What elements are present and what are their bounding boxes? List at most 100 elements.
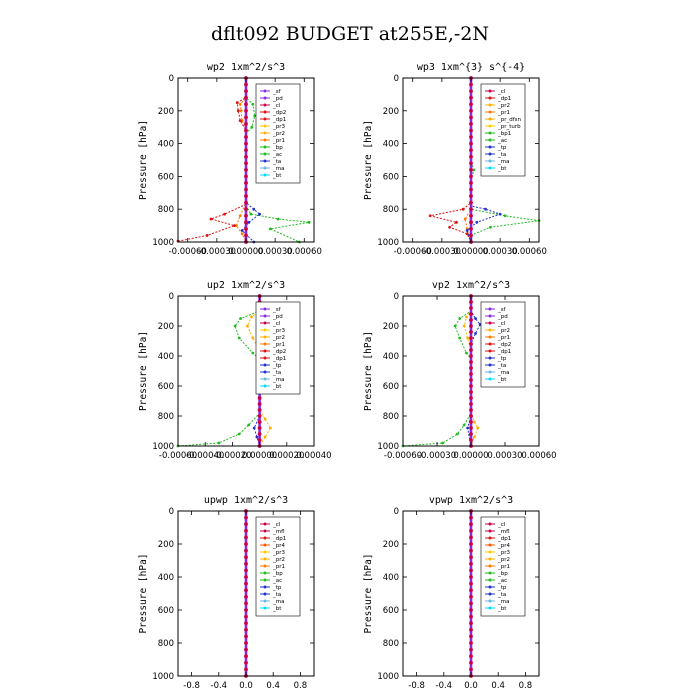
x-tick-label: 0.00020 [269, 451, 304, 461]
data-point [469, 342, 473, 346]
legend-label: _cl [272, 321, 281, 327]
data-point [244, 233, 248, 238]
data-point [469, 384, 473, 388]
data-point [239, 317, 242, 320]
series-line [430, 78, 472, 243]
data-point [234, 224, 238, 228]
legend-label: _pr4 [272, 543, 286, 549]
data-point [258, 212, 261, 216]
x-tick-label: -0.8 [183, 681, 200, 691]
data-point [232, 224, 236, 228]
legend-marker [488, 377, 492, 381]
data-point [469, 318, 473, 322]
legend-label: _pr_turb [497, 124, 521, 130]
legend-label: _pr1 [497, 335, 510, 341]
data-point [263, 435, 267, 439]
x-tick-label: -0.4 [211, 681, 228, 691]
legend-label: _pr3 [497, 550, 511, 556]
data-point [469, 575, 473, 579]
data-point [257, 420, 262, 424]
data-point [238, 119, 242, 123]
series-group [469, 509, 473, 678]
legend-marker [263, 124, 267, 128]
legend-label: _tp [272, 585, 282, 591]
x-tick-label: 0.00060 [512, 247, 547, 257]
legend-marker [263, 117, 267, 121]
legend-label: _dp1 [497, 349, 511, 355]
legend-label: _mfl [497, 529, 510, 535]
y-tick-label: 400 [158, 573, 174, 583]
data-point [469, 324, 473, 328]
legend-marker [488, 592, 492, 596]
legend-label: _cl [272, 103, 281, 109]
data-point [469, 360, 473, 364]
legend-label: _cl [497, 522, 506, 528]
legend-marker [263, 571, 267, 575]
data-point [244, 187, 248, 192]
x-tick-label: -0.00060 [394, 247, 432, 257]
legend-label: _ma [272, 166, 284, 172]
series-line [253, 296, 277, 447]
series-line [177, 78, 247, 242]
legend-label: _ac [272, 152, 282, 158]
x-tick-label: 0.00000 [453, 247, 488, 257]
data-point [205, 234, 209, 237]
legend-label: _tp [272, 363, 282, 369]
data-point [244, 515, 248, 520]
data-point [469, 667, 473, 672]
data-point [469, 115, 473, 120]
data-point [469, 660, 473, 665]
data-point [469, 233, 473, 238]
data-point [244, 614, 248, 619]
legend-label: _bt [272, 173, 282, 179]
data-point [469, 627, 473, 632]
data-point [247, 220, 251, 224]
y-tick-label: 0 [169, 507, 174, 517]
data-point [244, 89, 248, 94]
y-tick-label: 1000 [377, 442, 399, 452]
y-tick-label: 200 [383, 107, 399, 117]
data-point [257, 408, 262, 412]
legend-label: _pr2 [272, 131, 285, 137]
data-point [469, 614, 473, 619]
data-point [255, 435, 259, 439]
x-tick-label: -0.00060 [159, 451, 197, 461]
data-point [251, 336, 255, 340]
data-point [469, 154, 473, 159]
panel-title: upwp 1xm^2/s^3 [204, 495, 288, 506]
data-point [469, 372, 473, 376]
legend-marker [488, 328, 492, 332]
y-tick-label: 400 [383, 352, 399, 362]
y-axis-label: Pressure [hPa] [138, 120, 149, 200]
legend: _cl_dp1_pr2_pr1_pr_dfsn_pr_turb_bp1_ac_t… [480, 83, 526, 177]
data-point [465, 351, 468, 355]
data-point [244, 174, 248, 179]
legend-marker [488, 536, 492, 540]
legend-label: _bt [272, 606, 282, 612]
legend-marker [263, 89, 267, 93]
y-tick-label: 600 [158, 172, 174, 182]
y-axis-label: Pressure [hPa] [138, 553, 149, 633]
data-point [244, 667, 248, 672]
series-line [245, 78, 310, 243]
series-line [177, 296, 261, 447]
legend-marker [488, 550, 492, 554]
y-tick-label: 600 [383, 606, 399, 616]
data-point [465, 229, 469, 232]
legend-marker [488, 370, 492, 374]
x-tick-label: -0.00030 [418, 451, 456, 461]
legend-label: _ta [497, 363, 506, 369]
data-point [244, 535, 248, 540]
legend-label: _ta [497, 152, 506, 158]
data-point [453, 324, 457, 328]
legend-marker [488, 159, 492, 163]
legend-marker [263, 550, 267, 554]
data-point [469, 548, 473, 553]
data-point [469, 515, 473, 520]
data-point [240, 119, 244, 123]
legend-marker [488, 342, 492, 346]
data-point [244, 647, 248, 652]
series-group [401, 294, 482, 448]
legend-label: _pr1 [272, 138, 285, 144]
y-axis-label: Pressure [hPa] [138, 331, 149, 411]
